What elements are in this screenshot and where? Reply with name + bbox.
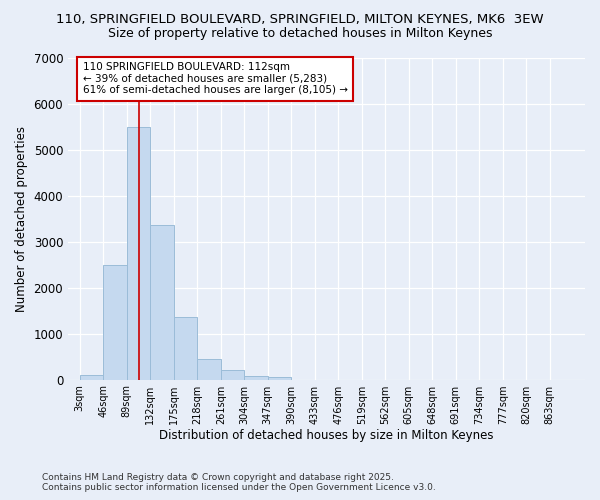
Text: 110, SPRINGFIELD BOULEVARD, SPRINGFIELD, MILTON KEYNES, MK6  3EW: 110, SPRINGFIELD BOULEVARD, SPRINGFIELD,… [56,12,544,26]
Bar [268,378,291,380]
Bar [197,359,221,380]
Y-axis label: Number of detached properties: Number of detached properties [15,126,28,312]
Bar [221,370,244,380]
Bar [127,126,150,380]
Bar [150,226,174,380]
Bar [103,264,127,380]
Bar [244,376,268,380]
Bar [80,375,103,380]
Text: Contains HM Land Registry data © Crown copyright and database right 2025.
Contai: Contains HM Land Registry data © Crown c… [42,473,436,492]
Text: 110 SPRINGFIELD BOULEVARD: 112sqm
← 39% of detached houses are smaller (5,283)
6: 110 SPRINGFIELD BOULEVARD: 112sqm ← 39% … [83,62,347,96]
Bar [174,318,197,380]
Text: Size of property relative to detached houses in Milton Keynes: Size of property relative to detached ho… [108,28,492,40]
X-axis label: Distribution of detached houses by size in Milton Keynes: Distribution of detached houses by size … [159,430,494,442]
